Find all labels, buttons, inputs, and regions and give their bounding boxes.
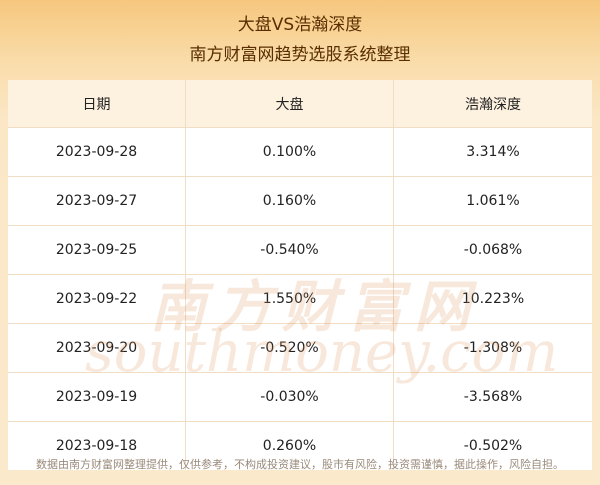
table-cell: 0.160% [185, 176, 394, 226]
title: 大盘VS浩瀚深度 [237, 15, 363, 35]
table-cell: 2023-09-22 [8, 274, 186, 324]
table-row: 2023-09-18 0.260% -0.502% [8, 421, 592, 470]
table-body: 2023-09-28 0.100% 3.314% 2023-09-27 0.160% 1.… [8, 127, 592, 470]
table-cell: 1.550% [185, 274, 394, 324]
table-cell: 1.061% [393, 176, 592, 226]
column-header: 日期 [8, 80, 186, 128]
footer-note: 数据由南方财富网整理提供，仅供参考，不构成投资建议，股市有风险，投资需谨慎，据此… [36, 458, 564, 471]
table-cell: -0.520% [185, 323, 394, 373]
table-row: 2023-09-20 -0.520% -1.308% [8, 323, 592, 373]
table-cell: 3.314% [393, 127, 592, 177]
table-cell: -0.502% [393, 421, 592, 470]
table-cell: 2023-09-25 [8, 225, 186, 275]
table-cell: 2023-09-19 [8, 372, 186, 422]
table-cell: -0.540% [185, 225, 394, 275]
column-header: 浩瀚深度 [393, 80, 592, 128]
table-row: 2023-09-27 0.160% 1.061% [8, 176, 592, 226]
table-cell: 10.223% [393, 274, 592, 324]
table-row: 2023-09-22 1.550% 10.223% [8, 274, 592, 324]
table-cell: -0.030% [185, 372, 394, 422]
table-cell: 2023-09-28 [8, 127, 186, 177]
table-cell: 2023-09-20 [8, 323, 186, 373]
table-cell: 0.260% [185, 421, 394, 470]
data-table: 日期 大盘 浩瀚深度 2023-09-28 0.100% 3.314% 2023-09-2… [8, 80, 592, 470]
table-cell: -3.568% [393, 372, 592, 422]
table-cell: 2023-09-18 [8, 421, 186, 470]
table-cell: 2023-09-27 [8, 176, 186, 226]
table-row: 2023-09-28 0.100% 3.314% [8, 127, 592, 177]
table-cell: -0.068% [393, 225, 592, 275]
header-row: 日期 大盘 浩瀚深度 [8, 80, 592, 128]
table-cell: 0.100% [185, 127, 394, 177]
table-row: 2023-09-19 -0.030% -3.568% [8, 372, 592, 422]
subtitle: 南方财富网趋势选股系统整理 [189, 45, 411, 65]
column-header: 大盘 [185, 80, 394, 128]
table-cell: -1.308% [393, 323, 592, 373]
table-row: 2023-09-25 -0.540% -0.068% [8, 225, 592, 275]
table-head: 日期 大盘 浩瀚深度 [8, 80, 592, 128]
